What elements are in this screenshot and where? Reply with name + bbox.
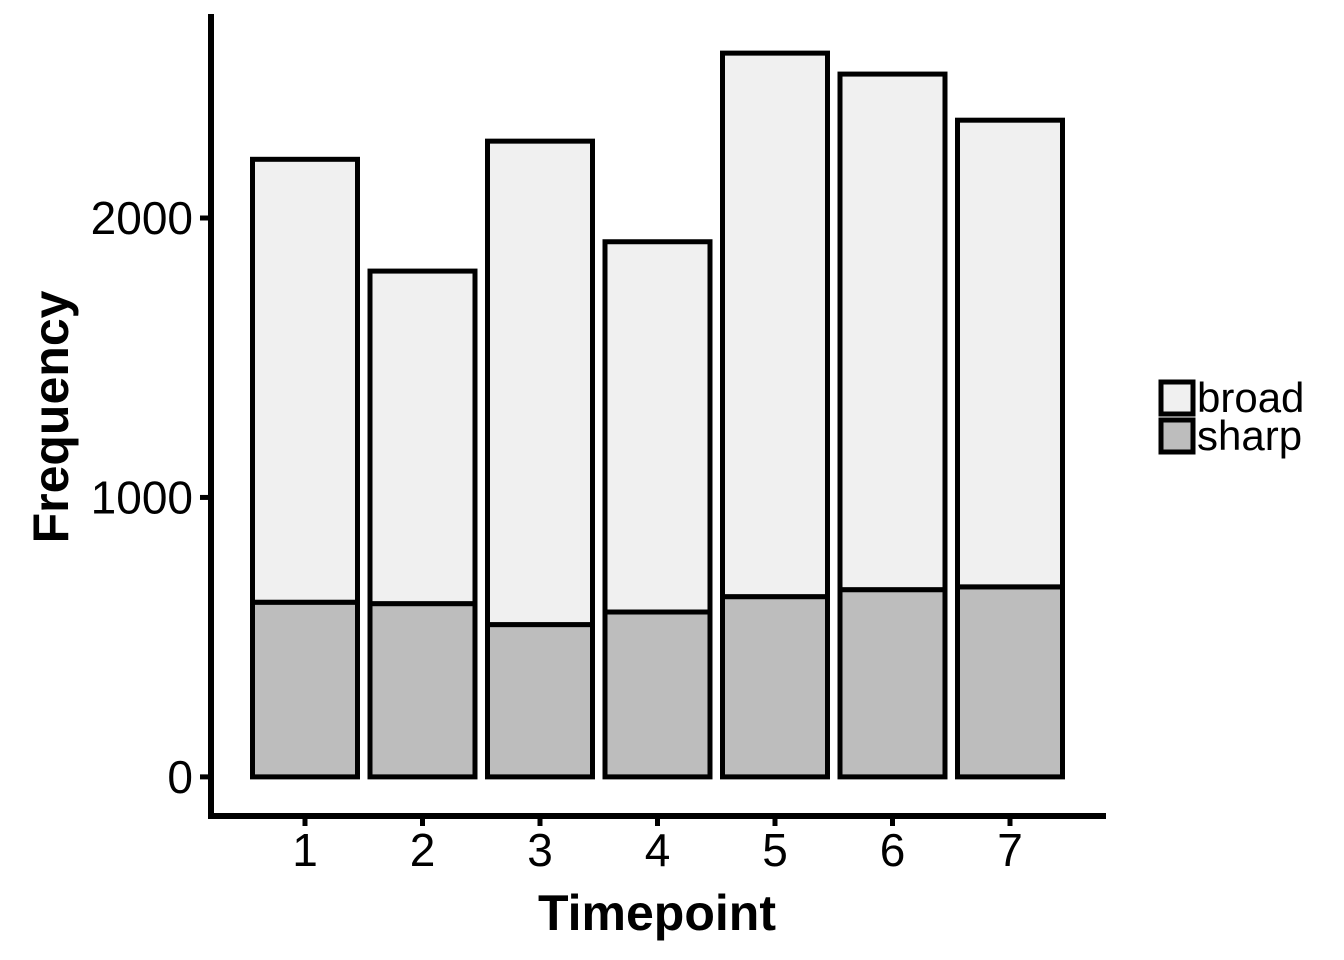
bar-sharp-5 [720,594,830,780]
x-tick-label: 4 [645,824,671,876]
bar-sharp-2 [367,601,478,780]
legend-label-broad: broad [1197,374,1304,421]
x-axis-title: Timepoint [538,885,776,941]
bar-broad-5 [720,50,830,600]
bar-broad-6 [837,71,948,593]
bar-sharp-3 [485,622,595,780]
bar-broad-3 [485,138,595,628]
x-tick-label: 6 [880,824,906,876]
y-axis-ticks: 0 1000 2000 [91,192,211,803]
y-axis-title: Frequency [23,290,79,543]
x-axis-ticks: 1 2 3 4 5 6 7 [292,816,1023,876]
bar-sharp-1 [250,599,360,780]
legend-swatch-broad [1158,379,1196,417]
bars-layer [250,50,1065,780]
bar-sharp-4 [602,609,713,780]
bar-broad-1 [250,156,360,605]
y-tick-label: 0 [167,751,193,803]
legend-label-sharp: sharp [1197,412,1302,459]
bar-sharp-7 [955,584,1065,780]
legend-swatch-sharp [1158,417,1196,455]
x-tick-label: 7 [997,824,1023,876]
bar-broad-4 [602,239,713,615]
y-tick-label: 1000 [91,471,193,523]
bar-broad-2 [367,268,478,607]
x-tick-label: 2 [410,824,436,876]
x-tick-label: 3 [527,824,553,876]
x-tick-label: 5 [762,824,788,876]
x-tick-label: 1 [292,824,318,876]
y-tick-label: 2000 [91,192,193,244]
bar-sharp-6 [837,587,948,780]
bar-broad-7 [955,117,1065,590]
